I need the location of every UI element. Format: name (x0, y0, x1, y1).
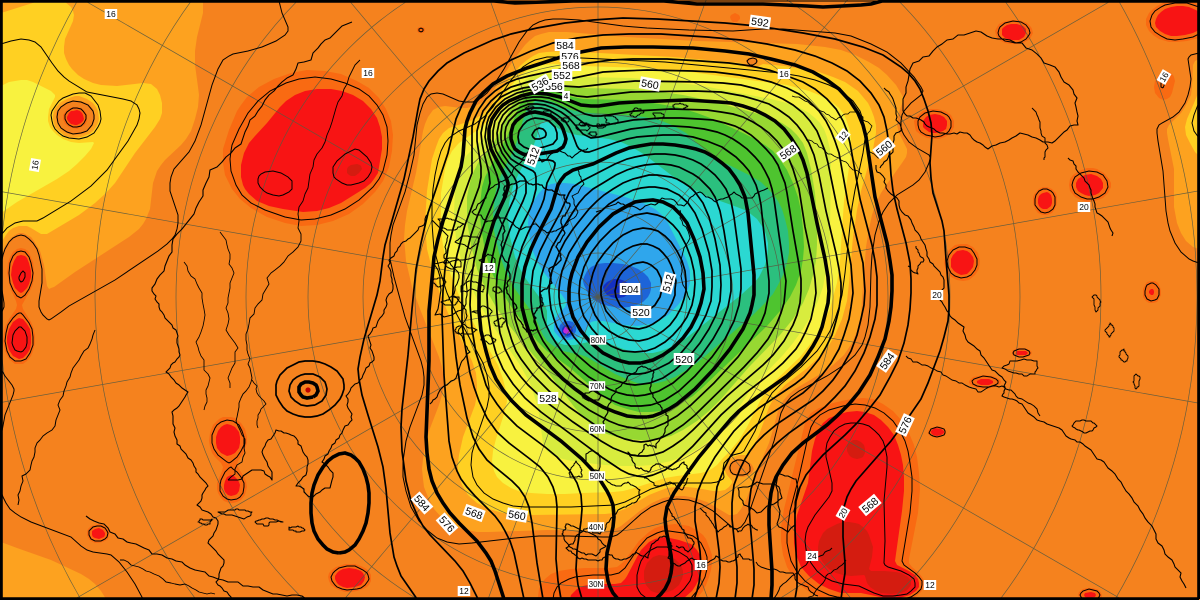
svg-text:40N: 40N (589, 523, 604, 532)
svg-text:512: 512 (661, 273, 677, 293)
svg-text:24: 24 (807, 551, 817, 561)
svg-text:568: 568 (562, 60, 580, 72)
svg-text:20: 20 (932, 290, 942, 300)
svg-text:60N: 60N (590, 425, 605, 434)
svg-text:560: 560 (640, 77, 659, 92)
svg-text:12: 12 (484, 263, 494, 273)
svg-text:70N: 70N (590, 382, 605, 391)
svg-text:20: 20 (836, 506, 850, 519)
svg-text:80N: 80N (591, 336, 606, 345)
svg-text:592: 592 (750, 16, 769, 30)
svg-text:12: 12 (459, 586, 469, 596)
svg-text:568: 568 (463, 505, 484, 522)
svg-text:584: 584 (556, 40, 574, 52)
svg-text:16: 16 (779, 69, 789, 79)
svg-text:12: 12 (925, 580, 935, 590)
svg-text:16: 16 (29, 159, 41, 170)
svg-text:528: 528 (539, 393, 557, 405)
svg-text:30N: 30N (589, 580, 604, 589)
svg-text:50N: 50N (590, 472, 605, 481)
svg-text:4: 4 (564, 91, 569, 101)
svg-text:560: 560 (507, 508, 526, 523)
svg-text:16: 16 (363, 68, 373, 78)
svg-text:520: 520 (675, 354, 693, 366)
svg-text:552: 552 (553, 70, 571, 82)
svg-text:504: 504 (621, 284, 639, 296)
svg-text:16: 16 (696, 560, 706, 570)
svg-text:20: 20 (1079, 202, 1089, 212)
svg-text:16: 16 (1157, 70, 1171, 83)
svg-text:520: 520 (632, 307, 650, 319)
svg-text:512: 512 (525, 146, 542, 167)
svg-text:16: 16 (106, 9, 116, 19)
